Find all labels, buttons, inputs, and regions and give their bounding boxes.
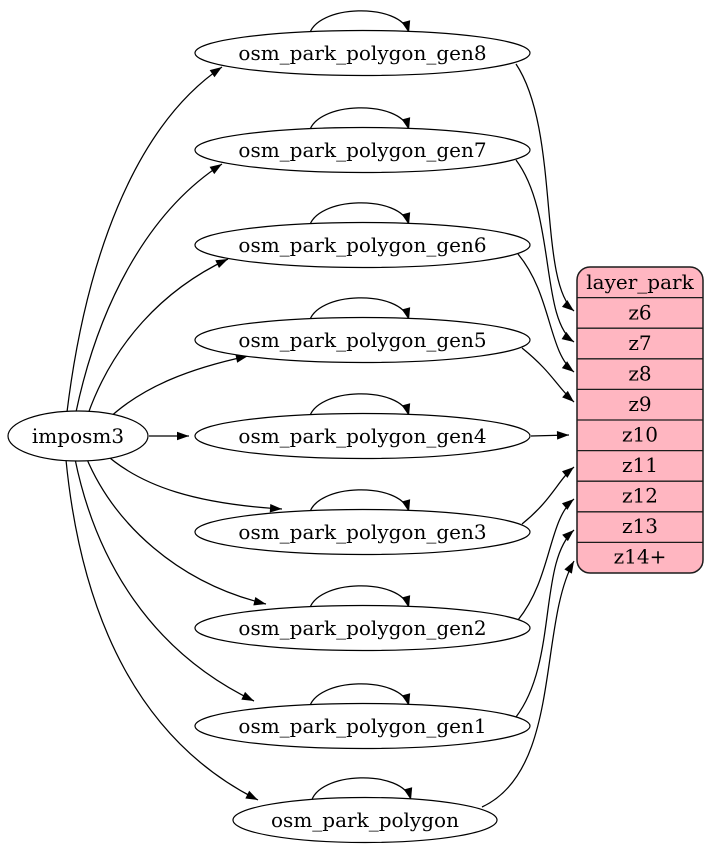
selfloop-gen3 bbox=[308, 489, 411, 516]
edge-imposm3-gen5 bbox=[105, 354, 249, 422]
base-ellipse bbox=[232, 796, 498, 844]
gen5-label: osm_park_polygon_gen5 bbox=[238, 328, 486, 352]
gen6-ellipse bbox=[194, 221, 531, 269]
edge-imposm3-gen8 bbox=[66, 66, 223, 413]
edges-to-layer bbox=[481, 63, 575, 808]
edge-gen5-z9 bbox=[521, 347, 575, 403]
node-osm-park-polygon-gen3: osm_park_polygon_gen3 bbox=[194, 508, 531, 556]
selfloop-base bbox=[310, 777, 413, 804]
gen3-label: osm_park_polygon_gen3 bbox=[238, 520, 486, 544]
imposm3-label: imposm3 bbox=[32, 424, 124, 448]
gen1-ellipse bbox=[194, 702, 531, 750]
node-osm-park-polygon-gen6: osm_park_polygon_gen6 bbox=[194, 221, 531, 269]
gen2-ellipse bbox=[194, 604, 531, 652]
layer-park-title: layer_park bbox=[586, 270, 694, 294]
node-osm-park-polygon: osm_park_polygon bbox=[232, 796, 498, 844]
gen7-label: osm_park_polygon_gen7 bbox=[238, 138, 486, 162]
gen8-ellipse bbox=[194, 29, 531, 77]
selfloop-gen1 bbox=[308, 683, 411, 710]
selfloop-gen5 bbox=[308, 297, 411, 324]
selfloop-gen4 bbox=[308, 393, 411, 420]
node-osm-park-polygon-gen8: osm_park_polygon_gen8 bbox=[194, 29, 531, 77]
node-osm-park-polygon-gen1: osm_park_polygon_gen1 bbox=[194, 702, 531, 750]
edge-gen1-z13 bbox=[515, 529, 575, 718]
edge-gen4-z10 bbox=[530, 431, 570, 440]
selfloop-gen8 bbox=[308, 10, 411, 37]
edge-gen3-z11 bbox=[521, 466, 575, 525]
layer-park-row-z14: z14+ bbox=[614, 545, 667, 569]
node-imposm3: imposm3 bbox=[7, 410, 149, 462]
gen3-ellipse bbox=[194, 508, 531, 556]
layer-park-row-z11: z11 bbox=[622, 453, 658, 477]
node-osm-park-polygon-gen4: osm_park_polygon_gen4 bbox=[194, 412, 531, 460]
layer-park-row-z12: z12 bbox=[622, 484, 658, 508]
edge-gen2-z12 bbox=[517, 498, 575, 621]
node-osm-park-polygon-gen2: osm_park_polygon_gen2 bbox=[194, 604, 531, 652]
edge-imposm3-gen3 bbox=[102, 451, 283, 513]
layer-park-row-z10: z10 bbox=[622, 423, 658, 447]
imposm3-ellipse bbox=[7, 410, 149, 462]
gen4-label: osm_park_polygon_gen4 bbox=[238, 424, 486, 448]
gen5-ellipse bbox=[194, 316, 531, 364]
node-layer-park: layer_park z6 z7 z8 z9 z10 z11 z12 z13 z… bbox=[576, 266, 704, 574]
edge-imposm3-gen6 bbox=[87, 258, 229, 415]
gen2-label: osm_park_polygon_gen2 bbox=[238, 616, 486, 640]
self-loop-edges bbox=[308, 10, 413, 804]
edge-imposm3-gen1 bbox=[74, 458, 255, 702]
selfloop-gen7 bbox=[308, 107, 411, 134]
layer-park-row-z7: z7 bbox=[628, 331, 651, 355]
layer-park-row-z13: z13 bbox=[622, 514, 658, 538]
gen1-label: osm_park_polygon_gen1 bbox=[238, 714, 486, 738]
edge-gen8-z6 bbox=[515, 63, 575, 312]
gen8-label: osm_park_polygon_gen8 bbox=[238, 41, 486, 65]
edge-imposm3-gen2 bbox=[85, 456, 267, 606]
edge-base-z14 bbox=[481, 560, 575, 808]
edge-gen7-z7 bbox=[515, 159, 575, 343]
layer-park-row-z6: z6 bbox=[628, 301, 651, 325]
node-osm-park-polygon-gen7: osm_park_polygon_gen7 bbox=[194, 126, 531, 174]
node-osm-park-polygon-gen5: osm_park_polygon_gen5 bbox=[194, 316, 531, 364]
gen7-ellipse bbox=[194, 126, 531, 174]
gen4-ellipse bbox=[194, 412, 531, 460]
edge-imposm3-gen7 bbox=[75, 163, 223, 413]
edge-gen6-z8 bbox=[517, 253, 575, 373]
edge-imposm3-base bbox=[65, 459, 259, 801]
base-label: osm_park_polygon bbox=[271, 808, 459, 832]
layer-park-row-z9: z9 bbox=[628, 392, 651, 416]
layer-park-row-z8: z8 bbox=[628, 362, 651, 386]
edges-from-imposm3 bbox=[65, 66, 283, 801]
selfloop-gen2 bbox=[308, 585, 411, 612]
selfloop-gen6 bbox=[308, 202, 411, 229]
gen6-label: osm_park_polygon_gen6 bbox=[238, 233, 486, 257]
